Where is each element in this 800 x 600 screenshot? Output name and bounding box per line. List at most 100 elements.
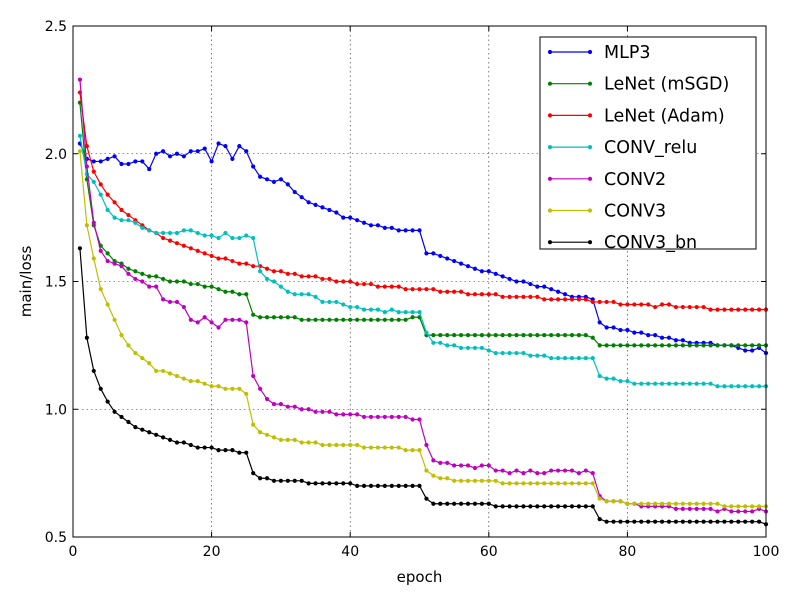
data-point [244,149,249,154]
data-point [750,509,755,514]
data-point [133,269,138,274]
data-point [625,379,630,384]
data-point [431,287,436,292]
data-point [167,437,173,443]
data-point [486,348,491,353]
data-point [562,356,568,361]
data-point [486,292,491,297]
data-point [736,343,741,348]
data-point [479,333,484,338]
data-point [188,246,193,251]
data-point [271,402,277,407]
data-point [341,215,346,220]
data-point [431,473,436,478]
data-point [493,504,498,509]
data-point [729,384,734,389]
data-point [285,437,290,443]
x-axis-label: epoch [397,568,443,586]
data-point [604,325,609,330]
data-point [743,343,748,348]
data-point [285,289,290,294]
data-point [687,381,692,386]
data-point [306,317,311,322]
data-point [119,207,124,213]
data-point [736,519,741,524]
data-point [465,264,471,269]
data-point [756,519,762,524]
data-point [389,307,394,312]
data-point [327,442,332,448]
data-point [223,448,228,453]
data-point [382,445,387,450]
data-point [632,381,637,386]
data-point [424,442,429,448]
y-tick-label: 1.5 [45,275,67,291]
data-point [694,501,699,506]
data-point [680,381,685,386]
data-point [597,320,602,325]
data-point [708,501,713,506]
data-point [486,333,491,338]
data-point [673,343,679,348]
data-point [355,412,360,417]
data-point [680,519,685,524]
data-point [375,445,381,450]
data-point [722,504,727,509]
data-point [701,506,706,511]
data-point [556,356,561,361]
data-point [278,284,283,289]
legend-swatch-marker [587,81,593,86]
data-point [438,460,443,465]
data-point [639,343,644,348]
data-point [195,281,200,287]
data-point [535,481,540,486]
data-point [271,478,277,483]
data-point [708,381,713,386]
data-point [258,174,263,179]
data-point [375,307,381,312]
data-point [77,149,83,154]
data-point [355,442,360,448]
data-point [521,294,526,299]
data-point [486,269,491,274]
data-point [313,294,318,299]
data-point [188,281,193,287]
data-point [223,230,228,236]
data-point [174,373,180,379]
data-point [299,292,304,297]
data-point [264,432,270,437]
data-point [673,381,679,386]
data-point [618,499,623,504]
data-point [493,478,498,483]
data-point [327,276,332,282]
data-point [244,391,249,397]
data-point [597,517,602,522]
data-point [251,422,256,427]
data-point [417,448,422,453]
data-point [604,343,609,348]
data-point [299,195,304,200]
data-point [195,248,200,253]
data-point [119,218,124,223]
data-point [410,483,415,488]
data-point [424,496,429,501]
data-point [521,333,526,338]
data-point [126,419,131,425]
data-point [514,279,519,284]
data-point [465,333,471,338]
data-point [396,445,401,450]
data-point [230,258,235,264]
data-point [285,404,290,409]
data-point [320,409,325,414]
data-point [750,519,755,524]
data-point [341,279,346,284]
data-point [736,504,741,509]
data-point [389,445,394,450]
data-point [320,276,325,282]
data-point [195,149,200,154]
data-point [147,228,152,233]
data-point [687,501,692,506]
data-point [126,266,131,271]
data-point [431,501,436,506]
data-point [611,299,616,305]
